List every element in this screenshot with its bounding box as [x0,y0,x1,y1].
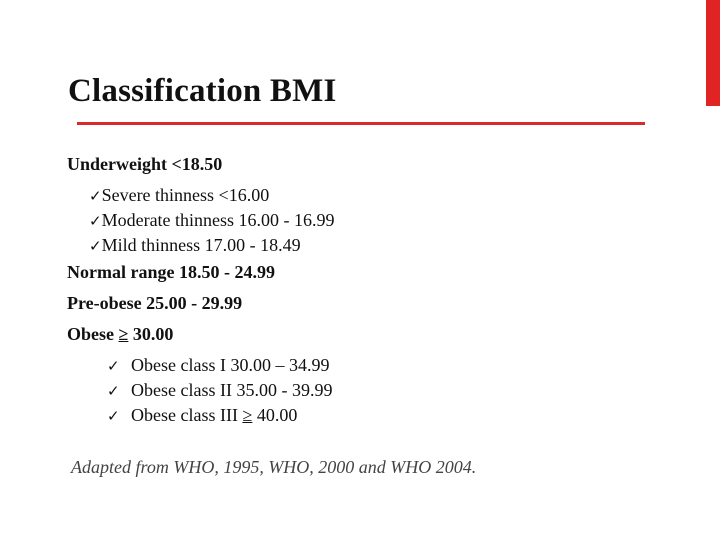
checkmark-icon: ✓ [89,212,102,230]
slide-title: Classification BMI [68,73,337,109]
greater-equal-symbol: ≥ [242,405,253,425]
list-item-label: Moderate thinness 16.00 - 16.99 [101,210,335,230]
checkmark-icon: ✓ [107,382,120,400]
checkmark-icon: ✓ [107,357,120,375]
checkmark-icon: ✓ [107,407,120,425]
list-item-label: Obese class II 35.00 - 39.99 [131,380,333,400]
list-item-label: Obese class III [131,405,243,425]
list-item-label: Severe thinness <16.00 [101,185,270,205]
obese-value: 30.00 [128,324,174,344]
obese-label: Obese [67,324,119,344]
list-item-class2: ✓ Obese class II 35.00 - 39.99 [107,378,332,403]
accent-bar [706,0,720,106]
obese-heading: Obese ≥ 30.00 [67,322,173,346]
checkmark-icon: ✓ [89,187,102,205]
checkmark-icon: ✓ [89,237,102,255]
preobese-heading: Pre-obese 25.00 - 29.99 [67,293,243,313]
list-item-class3: ✓ Obese class III ≥ 40.00 [107,403,297,428]
greater-equal-symbol: ≥ [118,324,129,344]
title-divider [77,122,645,125]
underweight-heading: Underweight <18.50 [67,154,223,174]
normal-range-heading: Normal range 18.50 - 24.99 [67,262,275,282]
source-citation: Adapted from WHO, 1995, WHO, 2000 and WH… [71,457,477,477]
list-item-moderate: ✓Moderate thinness 16.00 - 16.99 [89,208,335,233]
class3-value: 40.00 [252,405,298,425]
list-item-mild: ✓Mild thinness 17.00 - 18.49 [89,233,301,258]
list-item-label: Obese class I 30.00 – 34.99 [131,355,330,375]
list-item-label: Mild thinness 17.00 - 18.49 [101,235,301,255]
list-item-class1: ✓ Obese class I 30.00 – 34.99 [107,353,329,378]
list-item-severe: ✓Severe thinness <16.00 [89,183,269,208]
